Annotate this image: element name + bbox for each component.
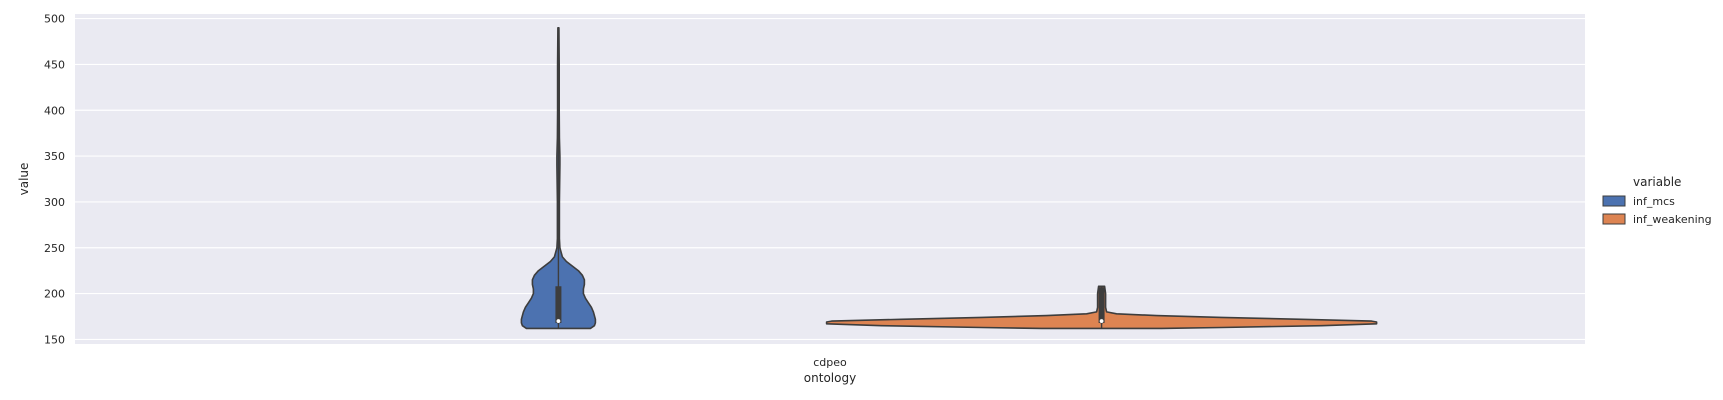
plot-background — [75, 14, 1585, 344]
y-tick-label: 300 — [44, 196, 65, 209]
gridlines — [75, 17, 1585, 341]
x-tick-labels: cdpeo — [813, 356, 847, 369]
median-inf_weakening — [1099, 318, 1105, 324]
x-axis-title: ontology — [804, 371, 856, 385]
legend-title: variable — [1633, 175, 1681, 189]
y-tick-labels: 150 200 250 300 350 400 450 500 — [44, 13, 65, 347]
iqr-box-inf_mcs — [555, 286, 562, 323]
x-tick-label: cdpeo — [813, 356, 847, 369]
legend-label-inf_mcs: inf_mcs — [1633, 195, 1675, 208]
legend-swatch-inf_weakening — [1602, 213, 1626, 225]
legend: variable inf_mcs inf_weakening — [1602, 175, 1712, 226]
y-axis-title: value — [17, 163, 31, 196]
y-tick-label: 450 — [44, 58, 65, 71]
y-tick-label: 250 — [44, 242, 65, 255]
median-inf_mcs — [555, 318, 561, 324]
y-tick-label: 200 — [44, 288, 65, 301]
y-tick-label: 400 — [44, 104, 65, 117]
legend-swatch-inf_mcs — [1602, 195, 1626, 207]
y-tick-label: 350 — [44, 150, 65, 163]
y-tick-label: 500 — [44, 13, 65, 26]
y-tick-label: 150 — [44, 333, 65, 346]
violins — [520, 27, 1378, 330]
legend-label-inf_weakening: inf_weakening — [1633, 213, 1712, 226]
iqr-box-inf_weakening — [1098, 287, 1105, 323]
